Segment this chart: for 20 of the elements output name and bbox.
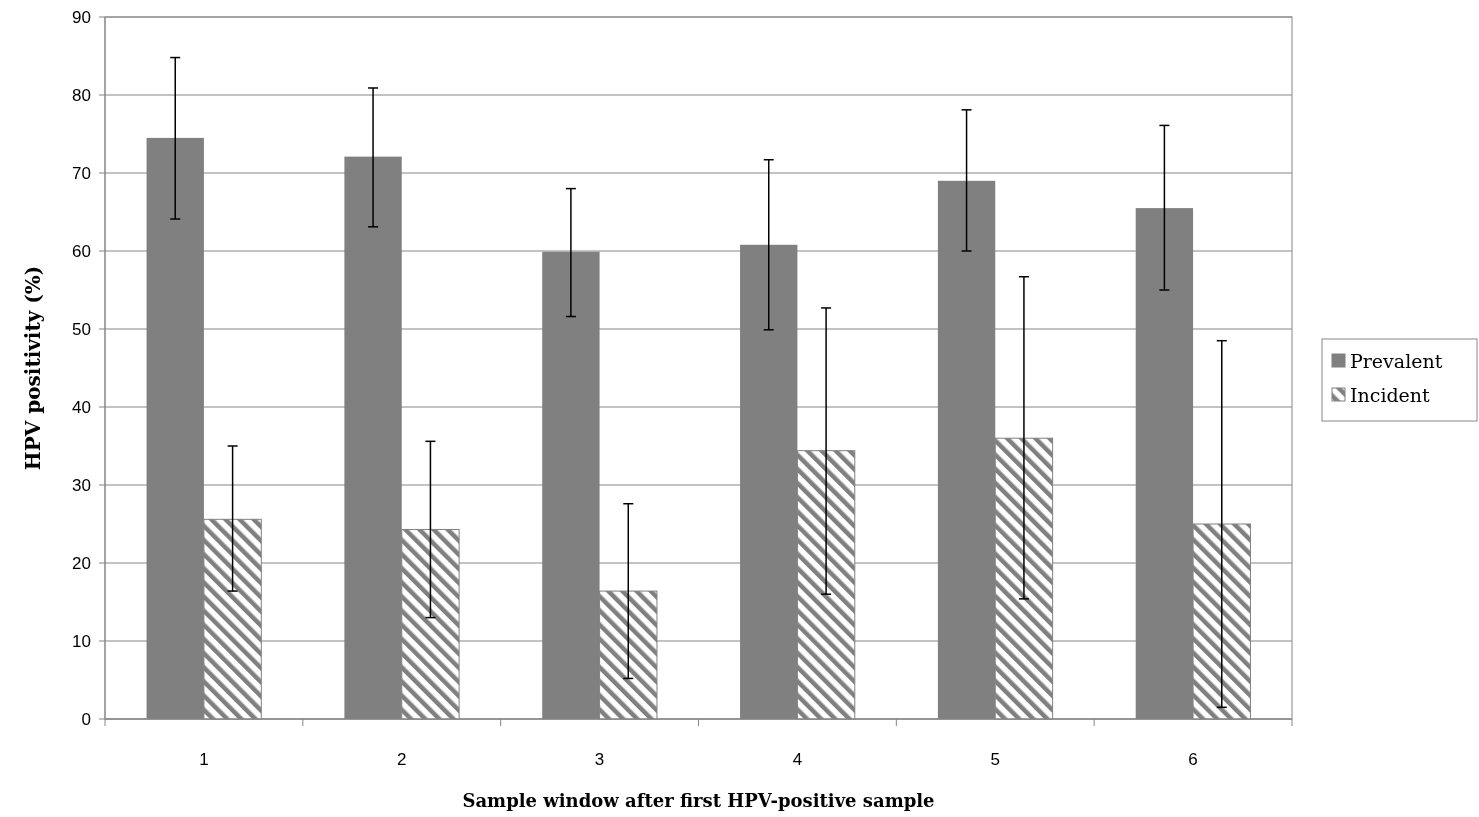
y-tick-label: 90 (72, 7, 91, 27)
y-tick-label: 50 (72, 319, 91, 339)
x-tick-label: 1 (199, 750, 209, 769)
x-tick-label: 5 (990, 750, 1000, 769)
legend-label: Prevalent (1350, 349, 1443, 372)
x-tick-label: 6 (1188, 750, 1198, 769)
y-tick-label: 80 (72, 85, 91, 105)
x-tick-label: 2 (397, 750, 407, 769)
y-tick-label: 70 (72, 163, 91, 183)
y-tick-label: 20 (72, 553, 91, 573)
y-tick-label: 10 (72, 631, 91, 651)
y-tick-label: 30 (72, 475, 91, 495)
y-tick-label: 40 (72, 397, 91, 417)
y-axis-title: HPV positivity (%) (21, 265, 45, 471)
y-tick-label: 0 (81, 709, 91, 729)
x-tick-label: 4 (792, 750, 803, 769)
legend-label: Incident (1350, 383, 1431, 406)
x-axis-title: Sample window after first HPV-positive sample (462, 790, 935, 811)
y-tick-label: 60 (72, 241, 91, 261)
x-tick-label: 3 (594, 750, 605, 769)
